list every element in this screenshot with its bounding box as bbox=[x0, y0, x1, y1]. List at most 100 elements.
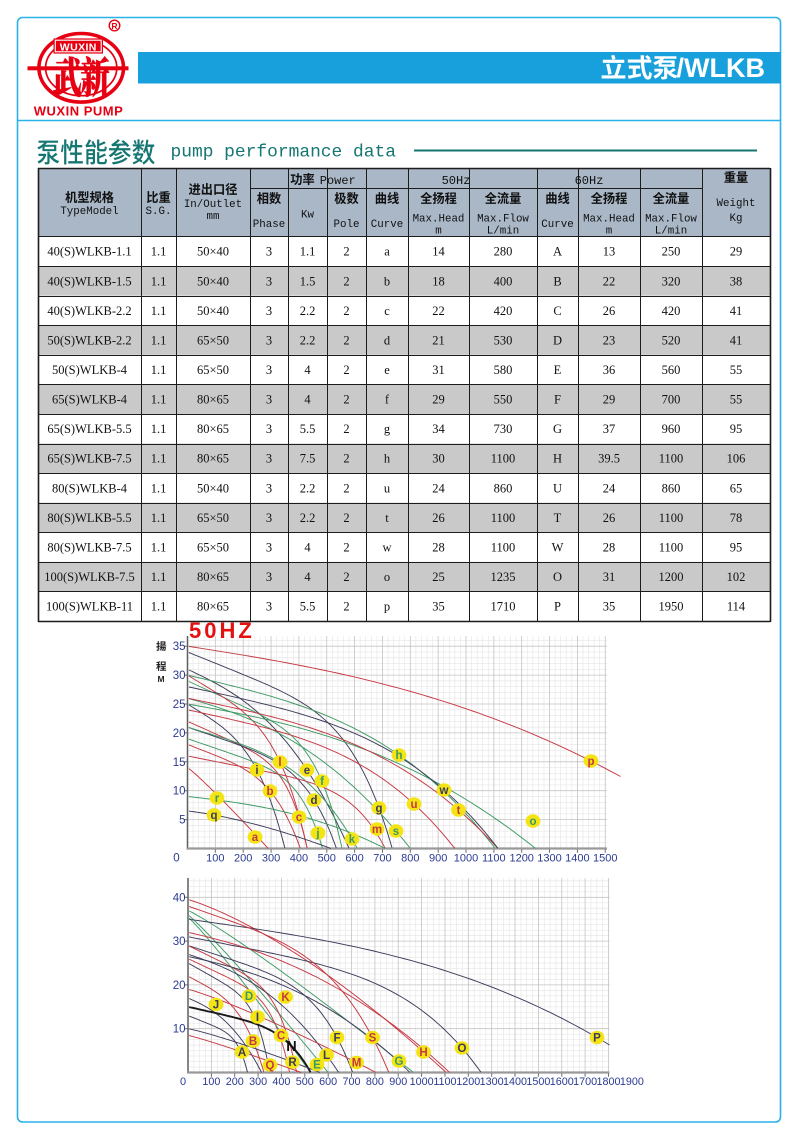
svg-text:65(S)WLKB-4: 65(S)WLKB-4 bbox=[52, 393, 128, 407]
svg-text:q: q bbox=[210, 810, 217, 822]
svg-text:R: R bbox=[111, 21, 117, 31]
svg-text:50×40: 50×40 bbox=[197, 481, 229, 495]
svg-text:400: 400 bbox=[494, 274, 513, 288]
svg-text:L: L bbox=[323, 1050, 330, 1062]
svg-text:L/min: L/min bbox=[487, 226, 519, 238]
svg-text:2: 2 bbox=[343, 274, 349, 288]
svg-text:1100: 1100 bbox=[482, 853, 506, 865]
svg-text:80×65: 80×65 bbox=[197, 422, 229, 436]
svg-text:78: 78 bbox=[730, 511, 743, 525]
svg-text:580: 580 bbox=[494, 363, 513, 377]
svg-text:WUXIN PUMP: WUXIN PUMP bbox=[34, 104, 124, 119]
svg-text:2: 2 bbox=[343, 540, 349, 554]
svg-text:3: 3 bbox=[266, 540, 272, 554]
svg-text:i: i bbox=[255, 765, 258, 777]
svg-text:50×40: 50×40 bbox=[197, 304, 229, 318]
svg-text:900: 900 bbox=[389, 1076, 407, 1088]
svg-text:30: 30 bbox=[432, 452, 445, 466]
svg-text:w: w bbox=[439, 785, 449, 797]
svg-text:26: 26 bbox=[603, 511, 616, 525]
svg-text:Max.Head: Max.Head bbox=[413, 214, 465, 226]
svg-text:1.1: 1.1 bbox=[151, 245, 167, 259]
svg-text:1000: 1000 bbox=[410, 1076, 434, 1088]
svg-text:26: 26 bbox=[603, 304, 616, 318]
svg-text:b: b bbox=[384, 274, 390, 288]
svg-text:40: 40 bbox=[173, 892, 186, 904]
svg-text:2: 2 bbox=[343, 570, 349, 584]
svg-text:1.1: 1.1 bbox=[151, 540, 167, 554]
svg-text:520: 520 bbox=[662, 333, 681, 347]
svg-text:31: 31 bbox=[432, 363, 445, 377]
svg-text:u: u bbox=[410, 799, 417, 811]
svg-text:26: 26 bbox=[432, 511, 445, 525]
svg-text:550: 550 bbox=[494, 393, 513, 407]
svg-text:80×65: 80×65 bbox=[197, 570, 229, 584]
svg-text:3: 3 bbox=[266, 481, 272, 495]
svg-text:P: P bbox=[554, 600, 561, 614]
svg-text:250: 250 bbox=[662, 245, 681, 259]
svg-text:4: 4 bbox=[304, 540, 311, 554]
svg-text:3: 3 bbox=[266, 245, 272, 259]
svg-text:80×65: 80×65 bbox=[197, 600, 229, 614]
svg-text:35: 35 bbox=[432, 600, 445, 614]
svg-text:65(S)WLKB-5.5: 65(S)WLKB-5.5 bbox=[47, 422, 131, 436]
svg-text:k: k bbox=[349, 834, 356, 846]
svg-text:7.5: 7.5 bbox=[300, 452, 316, 466]
svg-text:t: t bbox=[385, 511, 389, 525]
svg-text:B: B bbox=[553, 274, 561, 288]
svg-text:65(S)WLKB-7.5: 65(S)WLKB-7.5 bbox=[47, 452, 131, 466]
svg-text:A: A bbox=[238, 1047, 246, 1059]
svg-text:mm: mm bbox=[207, 211, 220, 223]
svg-text:10: 10 bbox=[173, 1024, 186, 1036]
svg-text:1300: 1300 bbox=[537, 853, 561, 865]
svg-text:U: U bbox=[553, 481, 562, 495]
svg-text:13: 13 bbox=[603, 245, 616, 259]
svg-text:0: 0 bbox=[180, 1076, 186, 1088]
svg-text:e: e bbox=[304, 765, 310, 777]
svg-text:960: 960 bbox=[662, 422, 681, 436]
svg-text:M: M bbox=[352, 1058, 362, 1070]
svg-text:18: 18 bbox=[432, 274, 445, 288]
svg-text:80×65: 80×65 bbox=[197, 393, 229, 407]
svg-text:65×50: 65×50 bbox=[197, 540, 229, 554]
svg-text:s: s bbox=[393, 826, 399, 838]
svg-text:1100: 1100 bbox=[491, 452, 516, 466]
svg-text:T: T bbox=[554, 511, 562, 525]
svg-text:55: 55 bbox=[730, 363, 743, 377]
svg-text:4: 4 bbox=[304, 393, 311, 407]
svg-text:b: b bbox=[266, 786, 273, 798]
svg-text:o: o bbox=[384, 570, 390, 584]
svg-text:g: g bbox=[375, 803, 382, 815]
svg-text:530: 530 bbox=[494, 333, 513, 347]
svg-text:O: O bbox=[458, 1043, 467, 1055]
svg-text:2: 2 bbox=[343, 393, 349, 407]
svg-text:1.1: 1.1 bbox=[151, 363, 167, 377]
svg-text:2: 2 bbox=[343, 600, 349, 614]
svg-text:f: f bbox=[320, 776, 324, 788]
svg-text:23: 23 bbox=[603, 333, 616, 347]
svg-text:5.5: 5.5 bbox=[300, 422, 316, 436]
svg-text:F: F bbox=[333, 1033, 340, 1045]
svg-text:1.1: 1.1 bbox=[151, 274, 167, 288]
svg-text:a: a bbox=[252, 832, 259, 844]
svg-text:a: a bbox=[384, 245, 390, 259]
svg-text:400: 400 bbox=[290, 853, 308, 865]
svg-text:t: t bbox=[457, 805, 461, 817]
svg-text:50(S)WLKB-4: 50(S)WLKB-4 bbox=[52, 363, 128, 377]
svg-text:1100: 1100 bbox=[433, 1076, 456, 1088]
svg-text:560: 560 bbox=[662, 363, 681, 377]
svg-text:65×50: 65×50 bbox=[197, 511, 229, 525]
svg-text:41: 41 bbox=[730, 333, 743, 347]
svg-text:1400: 1400 bbox=[565, 853, 589, 865]
svg-text:3: 3 bbox=[266, 274, 272, 288]
svg-text:1100: 1100 bbox=[659, 540, 684, 554]
svg-text:1100: 1100 bbox=[659, 452, 684, 466]
svg-text:80(S)WLKB-4: 80(S)WLKB-4 bbox=[52, 481, 128, 495]
svg-text:24: 24 bbox=[603, 481, 616, 495]
svg-text:I: I bbox=[256, 1012, 259, 1024]
svg-text:2.2: 2.2 bbox=[300, 304, 316, 318]
svg-text:D: D bbox=[245, 991, 253, 1003]
svg-text:860: 860 bbox=[494, 481, 513, 495]
svg-text:S.G.: S.G. bbox=[146, 206, 172, 218]
svg-text:200: 200 bbox=[234, 853, 252, 865]
